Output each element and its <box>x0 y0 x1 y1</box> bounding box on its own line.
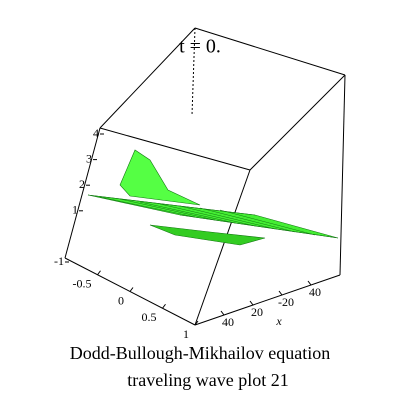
y-tick-label: 0 <box>118 293 124 307</box>
x-tick-label: -20 <box>278 295 294 309</box>
x-tick <box>307 280 312 286</box>
x-tick-label: 40 <box>222 315 234 329</box>
y-tick <box>97 270 101 276</box>
plot-box <box>64 27 346 326</box>
y-tick <box>162 303 166 309</box>
y-tick-label: 1 <box>183 327 189 341</box>
z-tick-label: 4 <box>93 126 99 140</box>
y-tick <box>194 320 199 326</box>
z-tick-label: 2 <box>79 177 85 191</box>
surface <box>87 149 339 246</box>
x-tick <box>220 310 225 316</box>
z-tick-label: 1 <box>72 203 78 217</box>
caption-line: Dodd-Bullough-Mikhailov equation <box>70 343 330 363</box>
x-axis-label: x <box>275 314 282 328</box>
x-tick <box>249 300 254 306</box>
x-tick-label: 20 <box>251 305 263 319</box>
caption-line: traveling wave plot 21 <box>127 370 288 390</box>
y-tick-label: -0.5 <box>73 277 92 291</box>
x-tick <box>278 290 283 296</box>
chart-title: t = 0. <box>179 36 221 58</box>
y-tick <box>129 287 134 292</box>
y-tick-label: 0.5 <box>142 310 157 324</box>
z-tick-label: 3 <box>86 151 92 165</box>
z-tick-label: -1 <box>54 254 64 268</box>
x-tick-label: 40 <box>309 285 321 299</box>
